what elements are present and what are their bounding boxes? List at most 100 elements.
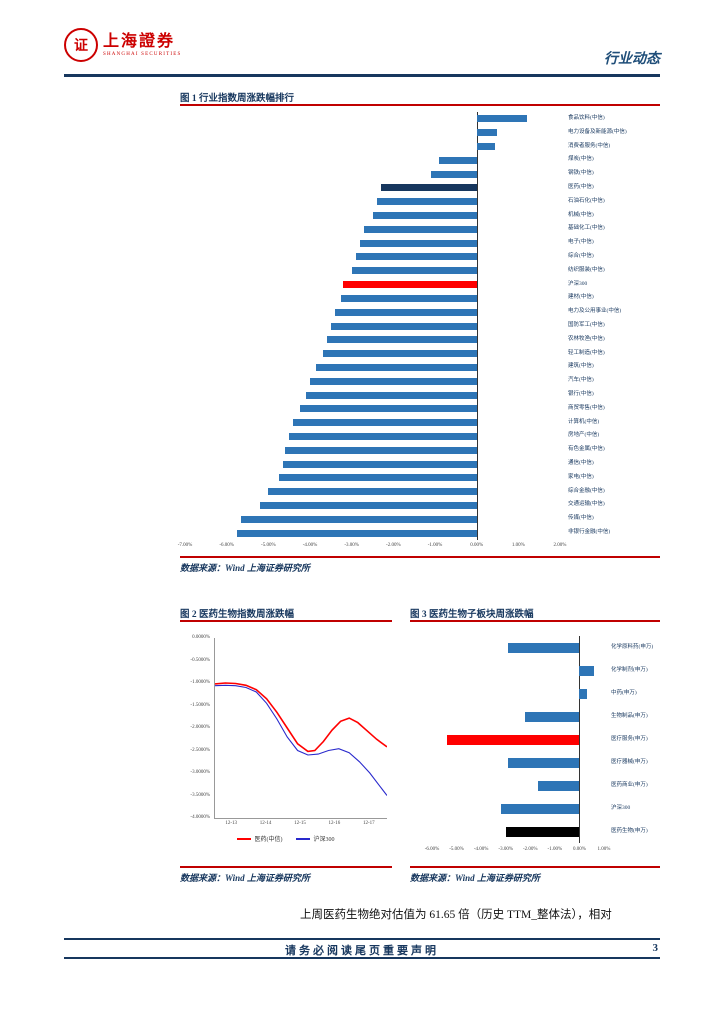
category-label: 机械(中信): [568, 211, 594, 218]
category-label: 综合(中信): [568, 252, 594, 259]
legend-line-swatch: [237, 837, 252, 840]
figure3-title: 图 3 医药生物子板块周涨跌幅: [410, 610, 534, 620]
figure1-title: 图 1 行业指数周涨跌幅排行: [180, 94, 295, 104]
category-label: 非银行金融(中信): [568, 528, 611, 535]
y-axis-tick-label: -2.0000%: [190, 725, 210, 730]
y-axis-tick-label: -1.0000%: [190, 680, 210, 685]
category-label: 中药(申万): [611, 690, 637, 696]
x-axis-tick-label: 12-16: [328, 821, 341, 826]
y-axis-tick-label: -3.5000%: [190, 792, 210, 798]
category-label: 沪深300: [611, 805, 631, 811]
bar: [476, 115, 527, 123]
y-axis-tick-label: -0.5000%: [190, 657, 210, 663]
x-axis-tick-label: -5.00%: [449, 847, 464, 852]
bar: [268, 488, 477, 496]
bar: [508, 642, 580, 653]
y-axis-tick-label: -3.0000%: [190, 770, 210, 775]
bar: [476, 143, 496, 151]
figure3-title-rule: [410, 620, 660, 622]
zero-axis-line: [476, 112, 478, 540]
x-axis-tick-label: -3.00%: [498, 847, 513, 852]
bar: [305, 391, 477, 399]
category-label: 纺织服装(中信): [568, 266, 605, 273]
y-axis-tick-label: 0.0000%: [192, 635, 210, 640]
bar: [380, 184, 477, 192]
category-label: 电力设备及新能源(中信): [568, 128, 627, 135]
x-axis-tick-label: -3.00%: [344, 543, 359, 548]
category-label: 电力及公用事业(中信): [568, 308, 622, 315]
bar: [364, 225, 477, 233]
brand-text: 上海證券 SHANGHAI SECURITIES: [103, 33, 182, 56]
body-paragraph: 上周医药生物绝对估值为 61.65 倍（历史 TTM_整体法），相对: [300, 909, 612, 921]
bar: [335, 308, 477, 316]
bar: [439, 156, 477, 164]
bar: [326, 336, 477, 344]
figure3-source: 数据来源：Wind 上海证券研究所: [410, 873, 540, 883]
category-label: 通信(中信): [568, 459, 594, 466]
bar: [579, 665, 595, 676]
category-label: 传媒(中信): [568, 515, 594, 522]
bar: [360, 239, 477, 247]
figure2-y-axis: 0.0000% -0.5000% -1.0000% -1.5000% -2.0000% -…: [178, 635, 212, 824]
category-label: 综合金融(中信): [568, 487, 605, 494]
category-label: 交通运输(中信): [568, 501, 605, 508]
category-label: 化学制剂(申万): [611, 667, 648, 673]
brand-logo: 证 上海證券 SHANGHAI SECURITIES: [64, 28, 182, 62]
x-axis-tick-label: -1.00%: [427, 543, 443, 548]
category-label: 建筑(中信): [568, 363, 594, 370]
bar: [525, 711, 580, 722]
x-axis-tick-label: 0.00%: [470, 543, 484, 548]
figure3-source-rule: [410, 866, 660, 868]
bar: [500, 803, 580, 814]
bar: [508, 757, 580, 768]
category-label: 医疗器械(申万): [611, 759, 648, 765]
brand-name-cn: 上海證券: [103, 33, 176, 51]
bar: [376, 198, 477, 206]
x-axis-tick-label: -6.00%: [219, 543, 234, 548]
category-label: 汽车(中信): [568, 377, 594, 384]
x-axis-tick-label: 12-17: [362, 821, 375, 826]
legend-label: 沪深300: [313, 837, 335, 843]
category-label: 医药商业(申万): [611, 782, 648, 788]
bar: [355, 253, 477, 261]
bar: [579, 688, 587, 699]
category-label: 轻工制造(中信): [568, 349, 605, 356]
bar: [237, 529, 477, 537]
bar: [446, 734, 580, 745]
footer-divider-bottom: [64, 957, 660, 959]
legend-item: 沪深300: [296, 834, 335, 843]
x-axis-tick-label: -1.00%: [547, 847, 563, 852]
figure3-x-axis: -6.00% -5.00% -4.00% -3.00% -2.00% -1.00% 0.00…: [425, 847, 611, 855]
category-label: 农林牧渔(中信): [568, 335, 605, 342]
line-series: [214, 682, 388, 753]
figure1-title-rule: [180, 104, 660, 106]
figure2-plot-area: [214, 638, 388, 819]
figure1-x-axis: -7.00% -6.00% -5.00% -4.00% -3.00% -2.00% -1.0…: [178, 543, 567, 551]
brand-emblem-icon: 证: [64, 28, 98, 62]
figure1-source-rule: [180, 556, 660, 558]
y-axis-tick-label: -1.5000%: [190, 702, 210, 708]
x-axis-tick-label: -4.00%: [302, 543, 318, 548]
report-type-label: 行业动态: [604, 52, 660, 67]
legend-label: 医药(中信): [254, 837, 283, 843]
bar: [372, 212, 477, 220]
line-series: [214, 684, 388, 796]
bar: [476, 129, 498, 137]
figure2-legend: 医药(中信) 沪深300: [180, 834, 392, 843]
figure2-x-axis: 12-13 12-14 12-15 12-16 12-17: [214, 821, 386, 829]
y-axis-tick-label: -4.0000%: [190, 815, 210, 820]
figure1-plot-area: [185, 112, 560, 540]
category-label: 商贸零售(中信): [568, 404, 605, 411]
bar: [260, 501, 477, 509]
footer-disclaimer: 请务必阅读尾页重要声明: [285, 945, 439, 957]
x-axis-tick-label: -6.00%: [424, 847, 440, 852]
bar: [285, 446, 477, 454]
bar: [282, 460, 477, 468]
x-axis-tick-label: -2.00%: [386, 543, 401, 548]
brand-name-en: SHANGHAI SECURITIES: [103, 51, 182, 57]
category-label: 医疗服务(申万): [611, 736, 648, 742]
category-label: 医药生物(申万): [611, 828, 648, 834]
bar: [537, 780, 580, 791]
y-axis-tick-label: -2.5000%: [190, 747, 210, 753]
figure2-title-rule: [180, 620, 392, 622]
